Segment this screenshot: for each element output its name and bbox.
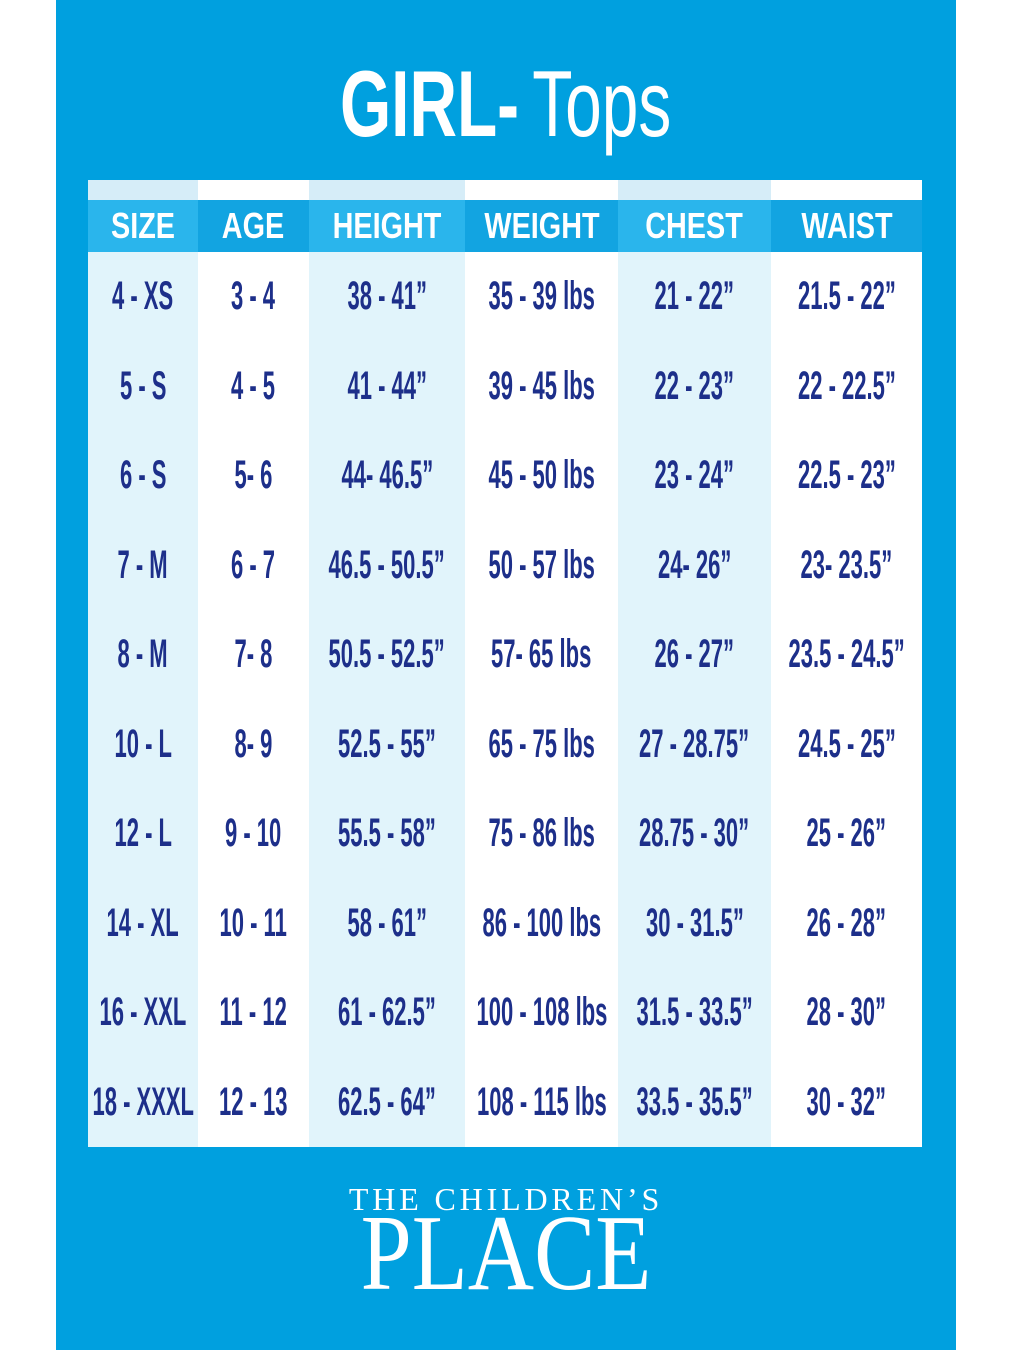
table-row: 12 - L 9 - 10 55.5 - 58” 75 - 86 lbs 28.… [88, 789, 922, 879]
table-row: 18 - XXXL 12 - 13 62.5 - 64” 108 - 115 l… [88, 1057, 922, 1147]
table-cell: 24- 26” [618, 520, 771, 610]
table-cell: 75 - 86 lbs [465, 789, 618, 879]
table-cell: 10 - 11 [198, 878, 309, 968]
table-cell: 27 - 28.75” [618, 699, 771, 789]
column-header-height: HEIGHT [309, 200, 465, 252]
table-cell: 46.5 - 50.5” [309, 520, 465, 610]
table-row: 6 - S 5- 6 44- 46.5” 45 - 50 lbs 23 - 24… [88, 431, 922, 521]
table-cell: 28 - 30” [771, 968, 922, 1058]
page-title: GIRL- Tops [56, 50, 956, 158]
table-cell: 23- 23.5” [771, 520, 922, 610]
table-cell: 58 - 61” [309, 878, 465, 968]
strip-cell [771, 180, 922, 200]
brand-line-place: PLACE [360, 1194, 652, 1313]
table-cell: 25 - 26” [771, 789, 922, 879]
table-cell: 4 - 5 [198, 341, 309, 431]
table-cell: 45 - 50 lbs [465, 431, 618, 521]
size-table: SIZE AGE HEIGHT WEIGHT CHEST WAIST 4 - X… [88, 180, 922, 1147]
table-cell: 28.75 - 30” [618, 789, 771, 879]
table-cell: 7 - M [88, 520, 198, 610]
table-cell: 6 - 7 [198, 520, 309, 610]
table-cell: 86 - 100 lbs [465, 878, 618, 968]
table-cell: 18 - XXXL [88, 1057, 198, 1147]
column-header-waist: WAIST [771, 200, 922, 252]
table-cell: 35 - 39 lbs [465, 252, 618, 342]
table-cell: 14 - XL [88, 878, 198, 968]
strip-cell [618, 180, 771, 200]
table-row: 8 - M 7- 8 50.5 - 52.5” 57- 65 lbs 26 - … [88, 610, 922, 700]
table-cell: 23 - 24” [618, 431, 771, 521]
table-cell: 39 - 45 lbs [465, 341, 618, 431]
table-cell: 3 - 4 [198, 252, 309, 342]
column-header-age: AGE [198, 200, 309, 252]
table-cell: 12 - L [88, 789, 198, 879]
strip-cell [198, 180, 309, 200]
table-header-row: SIZE AGE HEIGHT WEIGHT CHEST WAIST [88, 200, 922, 252]
table-row: 14 - XL 10 - 11 58 - 61” 86 - 100 lbs 30… [88, 878, 922, 968]
strip-cell [309, 180, 465, 200]
table-row: 5 - S 4 - 5 41 - 44” 39 - 45 lbs 22 - 23… [88, 341, 922, 431]
table-top-strip [88, 180, 922, 200]
table-cell: 22 - 23” [618, 341, 771, 431]
table-cell: 8- 9 [198, 699, 309, 789]
table-cell: 5 - S [88, 341, 198, 431]
column-header-size: SIZE [88, 200, 198, 252]
table-cell: 16 - XXL [88, 968, 198, 1058]
table-cell: 9 - 10 [198, 789, 309, 879]
table-cell: 24.5 - 25” [771, 699, 922, 789]
table-cell: 57- 65 lbs [465, 610, 618, 700]
table-row: 10 - L 8- 9 52.5 - 55” 65 - 75 lbs 27 - … [88, 699, 922, 789]
table-cell: 50 - 57 lbs [465, 520, 618, 610]
table-cell: 22.5 - 23” [771, 431, 922, 521]
table-cell: 7- 8 [198, 610, 309, 700]
title-tops: Tops [532, 51, 672, 156]
table-cell: 11 - 12 [198, 968, 309, 1058]
table-cell: 22 - 22.5” [771, 341, 922, 431]
table-row: 4 - XS 3 - 4 38 - 41” 35 - 39 lbs 21 - 2… [88, 252, 922, 342]
table-row: 16 - XXL 11 - 12 61 - 62.5” 100 - 108 lb… [88, 968, 922, 1058]
table-row: 7 - M 6 - 7 46.5 - 50.5” 50 - 57 lbs 24-… [88, 520, 922, 610]
table-cell: 41 - 44” [309, 341, 465, 431]
table-cell: 38 - 41” [309, 252, 465, 342]
table-cell: 26 - 28” [771, 878, 922, 968]
table-cell: 30 - 32” [771, 1057, 922, 1147]
column-header-weight: WEIGHT [465, 200, 618, 252]
table-cell: 21 - 22” [618, 252, 771, 342]
brand-line-the-childrens: THE CHILDREN’S [348, 1181, 664, 1217]
table-cell: 8 - M [88, 610, 198, 700]
table-cell: 50.5 - 52.5” [309, 610, 465, 700]
strip-cell [88, 180, 198, 200]
table-cell: 6 - S [88, 431, 198, 521]
table-cell: 26 - 27” [618, 610, 771, 700]
table-cell: 31.5 - 33.5” [618, 968, 771, 1058]
table-cell: 61 - 62.5” [309, 968, 465, 1058]
column-header-chest: CHEST [618, 200, 771, 252]
table-cell: 4 - XS [88, 252, 198, 342]
table-cell: 30 - 31.5” [618, 878, 771, 968]
table-cell: 10 - L [88, 699, 198, 789]
table-cell: 23.5 - 24.5” [771, 610, 922, 700]
table-cell: 21.5 - 22” [771, 252, 922, 342]
table-cell: 55.5 - 58” [309, 789, 465, 879]
strip-cell [465, 180, 618, 200]
blue-panel: GIRL- Tops SIZE AGE HEIGHT WEIGHT CHEST W… [56, 0, 956, 1350]
title-girl: GIRL- [340, 51, 520, 156]
table-cell: 62.5 - 64” [309, 1057, 465, 1147]
table-cell: 12 - 13 [198, 1057, 309, 1147]
table-cell: 44- 46.5” [309, 431, 465, 521]
table-cell: 33.5 - 35.5” [618, 1057, 771, 1147]
table-cell: 65 - 75 lbs [465, 699, 618, 789]
table-cell: 108 - 115 lbs [465, 1057, 618, 1147]
table-cell: 100 - 108 lbs [465, 968, 618, 1058]
table-cell: 5- 6 [198, 431, 309, 521]
table-cell: 52.5 - 55” [309, 699, 465, 789]
table-body: 4 - XS 3 - 4 38 - 41” 35 - 39 lbs 21 - 2… [88, 252, 922, 1147]
